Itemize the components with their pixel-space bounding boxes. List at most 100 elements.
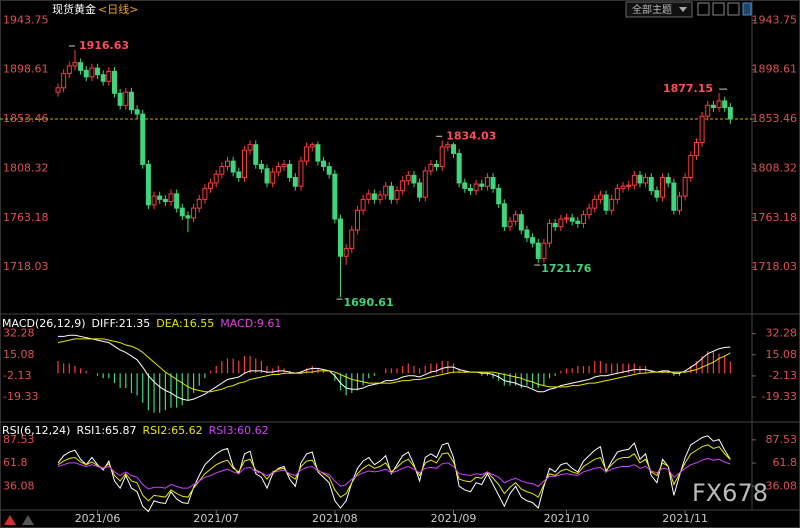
candle-body xyxy=(281,163,287,168)
candle-body xyxy=(343,248,349,257)
dropdown-label[interactable]: 全部主题 xyxy=(632,3,672,16)
candle-body xyxy=(716,100,722,109)
candle-body xyxy=(309,144,315,148)
candle-body xyxy=(682,176,688,197)
icon-button[interactable] xyxy=(742,2,752,16)
candle-body xyxy=(89,67,95,78)
y-tick-label: -19.33 xyxy=(3,390,38,403)
candle-body xyxy=(552,222,558,228)
candle-body xyxy=(677,195,682,211)
y-tick-label: -2.13 xyxy=(769,369,797,382)
legend-entry: RSI2:65.62 xyxy=(143,424,203,437)
icon[interactable] xyxy=(4,515,16,525)
candle-body xyxy=(592,198,598,209)
candle-body xyxy=(614,187,620,200)
candle-body xyxy=(631,174,637,186)
dropdown[interactable] xyxy=(625,1,693,18)
candle-body xyxy=(230,160,236,173)
legend-entry: RSI3:60.62 xyxy=(209,424,269,437)
candle-body xyxy=(270,171,276,184)
candle-body xyxy=(213,173,219,184)
candle-body xyxy=(354,209,360,231)
candle-body xyxy=(541,242,547,259)
y-tick-label: 1763.18 xyxy=(3,211,49,224)
candle-body xyxy=(501,203,507,228)
candle-body xyxy=(569,217,575,222)
candle-body xyxy=(140,113,146,165)
y-tick-label: 1808.32 xyxy=(752,161,798,174)
indicator-title: MACD(26,12,9) xyxy=(2,317,86,330)
candle-body xyxy=(95,67,101,76)
candle-body xyxy=(467,187,473,192)
y-tick-label: -2.13 xyxy=(3,369,31,382)
candle-body xyxy=(191,207,197,219)
indicator-line xyxy=(58,334,731,401)
candle-body xyxy=(338,218,343,257)
y-tick-label: 15.08 xyxy=(3,348,35,361)
candle-body xyxy=(241,149,247,178)
indicator-line xyxy=(57,435,731,513)
candle-body xyxy=(275,166,281,173)
high-label: 1834.03 xyxy=(446,129,496,142)
legend-entry: RSI1:65.87 xyxy=(76,424,136,437)
candle-body xyxy=(660,176,666,198)
icon-button[interactable] xyxy=(727,2,740,16)
candle-body xyxy=(417,182,423,198)
candle-body xyxy=(151,195,157,206)
candle-body xyxy=(304,146,310,162)
y-tick-label: 32.28 xyxy=(3,327,35,340)
candle-body xyxy=(518,214,524,231)
candle-body xyxy=(326,166,332,175)
icon-button[interactable] xyxy=(712,2,725,16)
candle-body xyxy=(648,176,654,192)
high-label: 1877.15 xyxy=(663,82,713,95)
candle-body xyxy=(202,187,208,200)
candle-body xyxy=(705,104,711,117)
candle-body xyxy=(609,198,615,211)
candle-body xyxy=(298,160,304,187)
y-tick-label: 87.53 xyxy=(3,433,35,446)
dropdown-arrow[interactable] xyxy=(679,7,687,12)
y-tick-label: 87.53 xyxy=(766,433,798,446)
candle-body xyxy=(112,70,117,94)
legend-entry: MACD:9.61 xyxy=(220,317,281,330)
y-tick-label: 1808.32 xyxy=(3,161,49,174)
candle-body xyxy=(597,194,603,200)
candle-body xyxy=(530,237,536,244)
y-tick-label: 1763.18 xyxy=(752,211,798,224)
candle-body xyxy=(586,207,592,216)
candle-body xyxy=(445,144,451,148)
candle-body xyxy=(643,176,649,184)
candle-body xyxy=(451,144,456,154)
period-label[interactable]: <日线> xyxy=(98,2,138,16)
icon[interactable] xyxy=(22,515,34,525)
candle-body xyxy=(558,218,564,228)
candle-body xyxy=(174,193,180,209)
candle-body xyxy=(535,242,541,259)
candle-body xyxy=(524,229,530,239)
candle-body xyxy=(603,194,609,211)
candle-body xyxy=(456,152,462,184)
candle-body xyxy=(66,65,72,75)
candle-body xyxy=(162,198,168,203)
candle-body xyxy=(123,91,129,106)
x-tick-label: 2021/09 xyxy=(431,512,477,525)
candle-body xyxy=(145,163,151,206)
candle-body xyxy=(179,207,185,217)
candle-body xyxy=(321,160,327,168)
y-tick-label: 1898.61 xyxy=(752,63,798,76)
instrument-title: 现货黄金 xyxy=(52,2,96,16)
high-label: 1916.63 xyxy=(79,39,129,52)
x-tick-label: 2021/08 xyxy=(312,512,358,525)
candle-body xyxy=(78,62,84,71)
candle-body xyxy=(513,214,519,222)
icon-button[interactable] xyxy=(697,2,710,16)
candle-body xyxy=(688,155,694,178)
candle-body xyxy=(196,198,202,209)
y-tick-label: 36.08 xyxy=(766,479,798,492)
y-tick-label: 61.8 xyxy=(3,456,28,469)
candle-body xyxy=(710,104,716,109)
candle-body xyxy=(72,62,78,67)
candle-body xyxy=(654,190,660,198)
candle-body xyxy=(394,190,400,200)
